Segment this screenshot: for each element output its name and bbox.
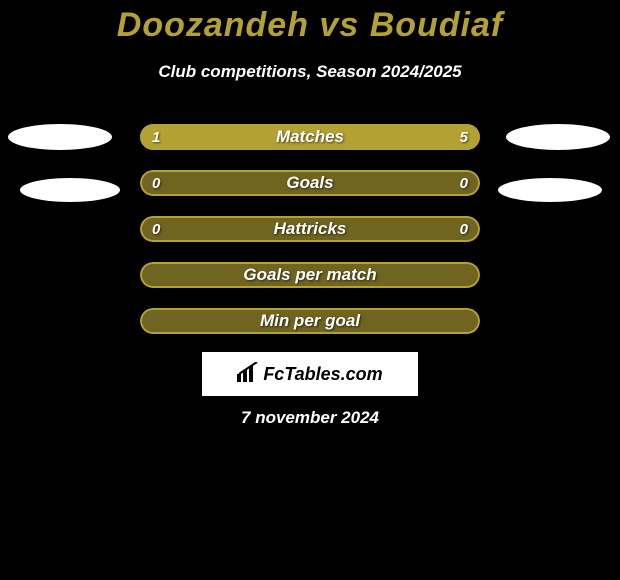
stat-row-goals-per-match: Goals per match	[140, 262, 480, 288]
stat-value-right: 0	[460, 216, 468, 242]
logo-text: FcTables.com	[263, 364, 382, 385]
stat-value-right: 0	[460, 170, 468, 196]
stat-label: Goals per match	[140, 262, 480, 288]
player-right-photo-2	[498, 178, 602, 202]
stat-row-hattricks: Hattricks0 0	[140, 216, 480, 242]
page-title: Doozandeh vs Boudiaf	[0, 6, 620, 45]
chart-icon	[237, 362, 259, 387]
stat-label: Matches	[140, 124, 480, 150]
stat-value-right: 5	[460, 124, 468, 150]
subtitle: Club competitions, Season 2024/2025	[0, 62, 620, 82]
logo: FcTables.com	[202, 352, 418, 396]
player-left-photo-1	[8, 124, 112, 150]
stat-row-min-per-goal: Min per goal	[140, 308, 480, 334]
stat-value-left: 0	[152, 216, 160, 242]
stat-label: Hattricks	[140, 216, 480, 242]
stat-row-matches: Matches1 5	[140, 124, 480, 150]
stat-label: Min per goal	[140, 308, 480, 334]
stat-value-left: 0	[152, 170, 160, 196]
stat-label: Goals	[140, 170, 480, 196]
player-left-photo-2	[20, 178, 120, 202]
stat-value-left: 1	[152, 124, 160, 150]
date: 7 november 2024	[0, 408, 620, 428]
player-right-photo-1	[506, 124, 610, 150]
stat-row-goals: Goals0 0	[140, 170, 480, 196]
